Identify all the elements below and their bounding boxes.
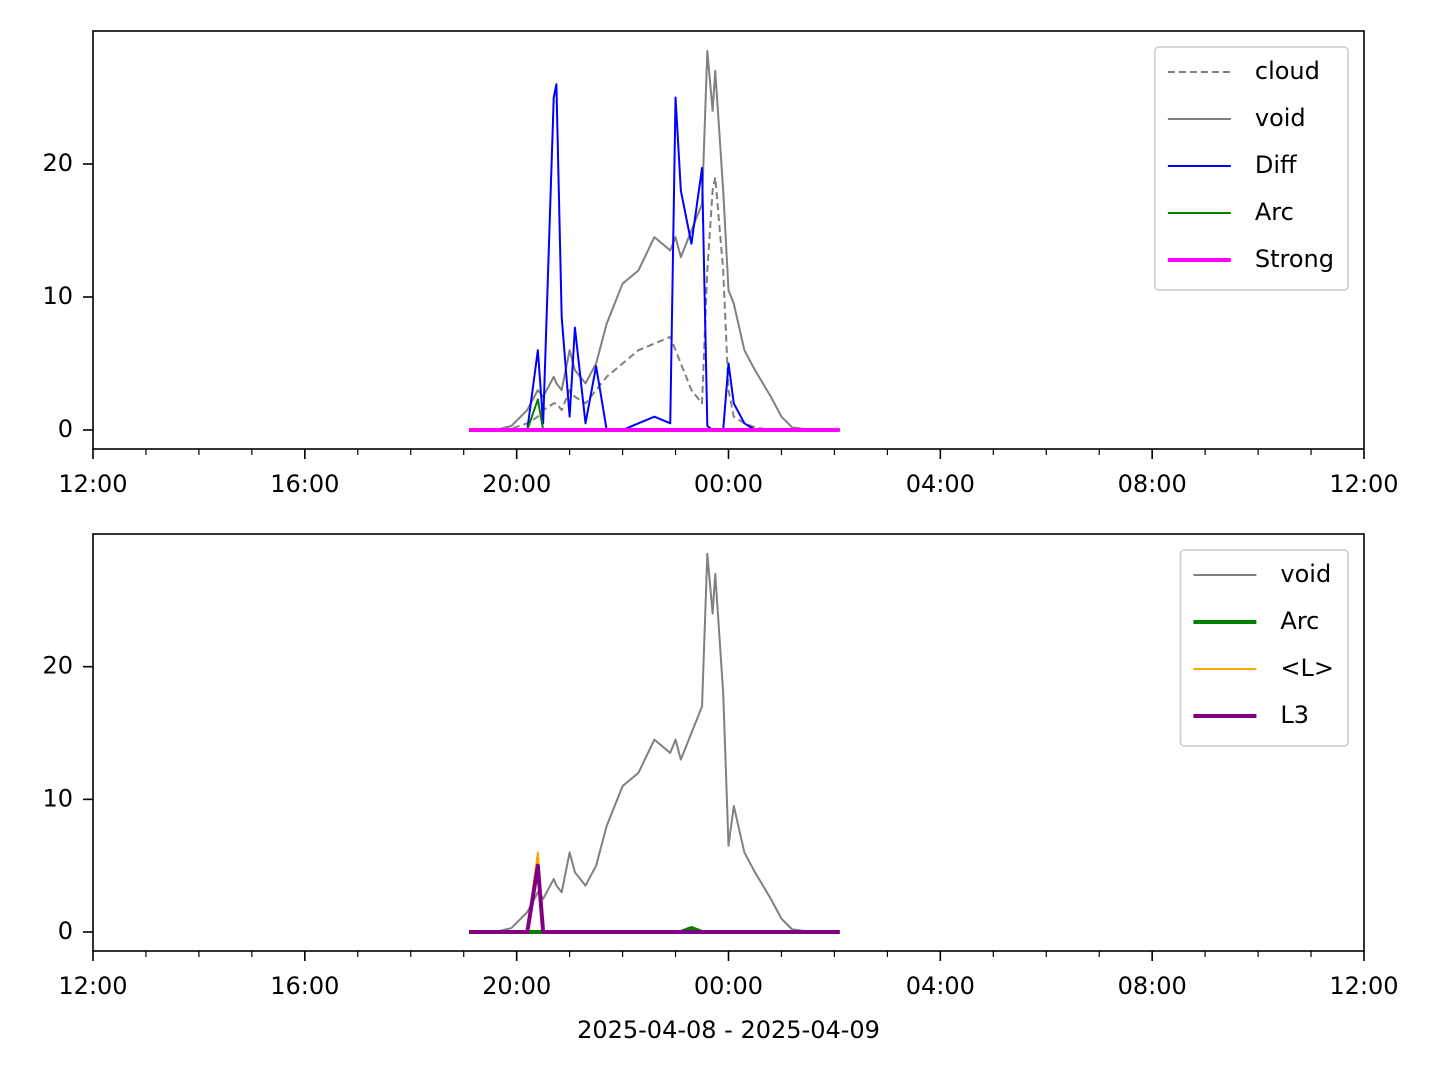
axes-frame	[92, 533, 1365, 952]
x-tick-label: 20:00	[482, 972, 551, 1000]
x-tick-label: 00:00	[694, 972, 763, 1000]
legend: cloud void Diff Arc Strong	[1154, 46, 1349, 291]
x-axis-label: 2025-04-08 - 2025-04-09	[577, 1016, 880, 1044]
x-tick-label: 04:00	[906, 972, 975, 1000]
x-tick-label: 12:00	[58, 972, 127, 1000]
legend-label: L3	[1280, 701, 1309, 729]
data-line	[469, 863, 840, 935]
x-tick-label: 16:00	[270, 972, 339, 1000]
data-line	[469, 49, 840, 431]
y-tick-label: 0	[58, 917, 73, 945]
legend-label: <L>	[1280, 654, 1334, 682]
data-line	[469, 176, 840, 431]
legend-label: Strong	[1255, 245, 1334, 273]
legend: void Arc <L> L3	[1179, 549, 1349, 747]
legend-label: Arc	[1280, 607, 1319, 635]
x-tick-label: 00:00	[694, 470, 763, 498]
data-line	[469, 83, 840, 431]
y-tick-label: 10	[42, 784, 73, 812]
x-tick-label: 12:00	[58, 470, 127, 498]
legend-label: void	[1280, 560, 1331, 588]
legend-label: Arc	[1255, 198, 1294, 226]
legend-label: cloud	[1255, 57, 1320, 85]
x-tick-label: 08:00	[1118, 470, 1187, 498]
legend-label: Diff	[1255, 151, 1297, 179]
y-tick-label: 10	[42, 282, 73, 310]
data-line	[469, 552, 840, 934]
x-tick-label: 12:00	[1329, 470, 1398, 498]
x-tick-label: 12:00	[1329, 972, 1398, 1000]
legend-box	[1154, 46, 1349, 291]
legend-label: void	[1255, 104, 1306, 132]
y-tick-label: 20	[42, 149, 73, 177]
data-line	[469, 398, 840, 431]
x-tick-label: 04:00	[906, 470, 975, 498]
x-tick-label: 08:00	[1118, 972, 1187, 1000]
x-tick-label: 16:00	[270, 470, 339, 498]
x-tick-label: 20:00	[482, 470, 551, 498]
y-tick-label: 20	[42, 652, 73, 680]
legend-box	[1179, 549, 1349, 747]
y-tick-label: 0	[58, 415, 73, 443]
